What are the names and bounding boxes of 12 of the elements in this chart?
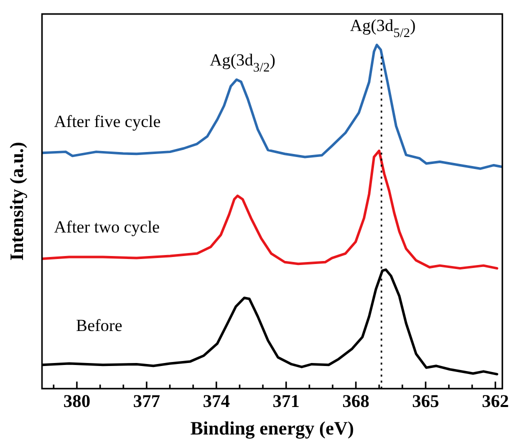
x-tick-label: 362 <box>482 391 509 412</box>
x-tick-label: 368 <box>342 391 370 412</box>
y-axis-title: Intensity (a.u.) <box>6 142 28 261</box>
x-axis-title: Binding energy (eV) <box>190 418 354 440</box>
x-tick-label: 380 <box>63 391 90 412</box>
series-label: After two cycle <box>54 218 160 237</box>
x-tick-label: 374 <box>202 391 230 412</box>
series-label: Before <box>76 316 122 335</box>
series-label: After five cycle <box>54 112 161 131</box>
x-tick-label: 371 <box>272 391 300 412</box>
x-tick-label: 377 <box>133 391 160 412</box>
x-tick-label: 365 <box>412 391 440 412</box>
